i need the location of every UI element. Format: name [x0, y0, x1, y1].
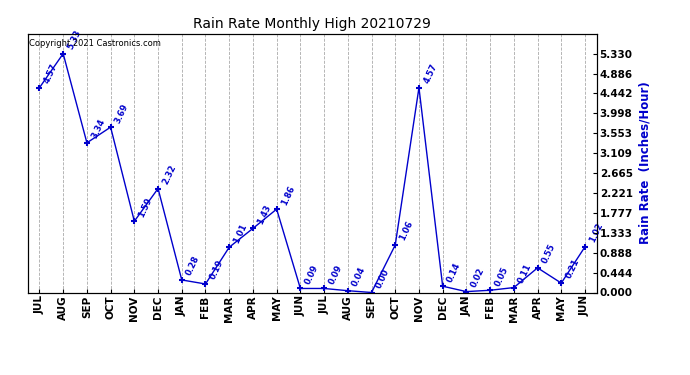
Text: 0.02: 0.02 — [469, 266, 486, 289]
Text: 0.04: 0.04 — [351, 266, 368, 288]
Text: 0.21: 0.21 — [564, 258, 581, 280]
Text: 4.57: 4.57 — [42, 62, 59, 85]
Text: 0.14: 0.14 — [446, 261, 462, 284]
Text: 1.06: 1.06 — [398, 220, 415, 242]
Text: 1.59: 1.59 — [137, 196, 154, 219]
Text: 1.02: 1.02 — [588, 221, 604, 244]
Text: 4.57: 4.57 — [422, 62, 439, 85]
Text: 0.55: 0.55 — [540, 243, 558, 265]
Text: Copyright 2021 Castronics.com: Copyright 2021 Castronics.com — [29, 39, 161, 48]
Text: 0.09: 0.09 — [327, 263, 344, 286]
Title: Rain Rate Monthly High 20210729: Rain Rate Monthly High 20210729 — [193, 17, 431, 31]
Text: 5.33: 5.33 — [66, 28, 83, 51]
Text: 0.09: 0.09 — [303, 263, 320, 286]
Text: 1.01: 1.01 — [232, 222, 249, 245]
Text: 0.11: 0.11 — [517, 262, 533, 285]
Text: 0.28: 0.28 — [184, 255, 201, 277]
Text: 2.32: 2.32 — [161, 163, 178, 186]
Text: 0.05: 0.05 — [493, 265, 510, 288]
Text: 3.34: 3.34 — [90, 117, 106, 140]
Text: 1.86: 1.86 — [279, 184, 296, 206]
Y-axis label: Rain Rate  (Inches/Hour): Rain Rate (Inches/Hour) — [638, 82, 651, 245]
Text: 0.19: 0.19 — [208, 259, 225, 281]
Text: 1.43: 1.43 — [256, 203, 273, 226]
Text: 0.00: 0.00 — [374, 267, 391, 290]
Text: 3.69: 3.69 — [113, 102, 130, 125]
